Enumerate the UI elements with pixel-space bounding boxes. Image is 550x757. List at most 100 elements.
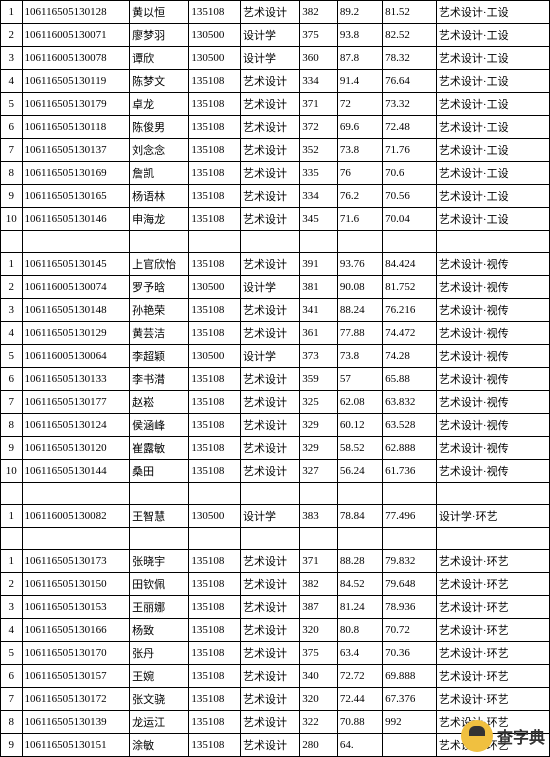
- cell: 78.84: [337, 505, 382, 528]
- cell: [241, 231, 300, 253]
- cell: 王丽娜: [130, 596, 189, 619]
- cell: 8: [1, 414, 23, 437]
- watermark-text: 查字典: [497, 724, 545, 748]
- table-row: 2106116005130074罗予晗130500设计学38190.0881.7…: [1, 276, 550, 299]
- cell: 艺术设计: [241, 1, 300, 24]
- cell: 陈梦文: [130, 70, 189, 93]
- cell: 375: [300, 642, 338, 665]
- cell: 81.52: [383, 1, 437, 24]
- table-row: 4106116505130166杨致135108艺术设计32080.870.72…: [1, 619, 550, 642]
- table-row: 1106116505130128黄以恒135108艺术设计38289.281.5…: [1, 1, 550, 24]
- table-row: 3106116505130153王丽娜135108艺术设计38781.2478.…: [1, 596, 550, 619]
- cell: 艺术设计: [241, 70, 300, 93]
- cell: 93.8: [337, 24, 382, 47]
- cell: 91.4: [337, 70, 382, 93]
- table-row: 9106116505130120崔露敏135108艺术设计32958.5262.…: [1, 437, 550, 460]
- cell: 龙运江: [130, 711, 189, 734]
- cell: 艺术设计·工设: [436, 139, 549, 162]
- cell: 106116505130172: [22, 688, 130, 711]
- cell: 76.64: [383, 70, 437, 93]
- table-row: 7106116505130137刘念念135108艺术设计35273.871.7…: [1, 139, 550, 162]
- cell: 320: [300, 688, 338, 711]
- cell: 72.44: [337, 688, 382, 711]
- cell: 艺术设计: [241, 116, 300, 139]
- cell: 3: [1, 596, 23, 619]
- cell: 106116005130074: [22, 276, 130, 299]
- cell: 382: [300, 573, 338, 596]
- table-row: 1106116505130173张晓宇135108艺术设计37188.2879.…: [1, 550, 550, 573]
- cell: 9: [1, 437, 23, 460]
- cell: 135108: [189, 619, 241, 642]
- cell: 71.76: [383, 139, 437, 162]
- cell: 58.52: [337, 437, 382, 460]
- table-row: [1, 528, 550, 550]
- cell: 艺术设计·环艺: [436, 642, 549, 665]
- cell: 张丹: [130, 642, 189, 665]
- cell: [383, 528, 437, 550]
- table-row: 7106116505130172张文骁135108艺术设计32072.4467.…: [1, 688, 550, 711]
- cell: 申海龙: [130, 208, 189, 231]
- cell: 艺术设计·工设: [436, 24, 549, 47]
- cell: [22, 231, 130, 253]
- cell: 5: [1, 345, 23, 368]
- cell: 设计学: [241, 505, 300, 528]
- cell: 5: [1, 93, 23, 116]
- cell: 106116505130118: [22, 116, 130, 139]
- cell: 艺术设计: [241, 460, 300, 483]
- cell: 艺术设计·工设: [436, 1, 549, 24]
- cell: 135108: [189, 116, 241, 139]
- cell: 106116505130173: [22, 550, 130, 573]
- cell: 383: [300, 505, 338, 528]
- cell: 70.88: [337, 711, 382, 734]
- cell: 57: [337, 368, 382, 391]
- cell: 335: [300, 162, 338, 185]
- table-row: 8106116505130169詹凯135108艺术设计3357670.6艺术设…: [1, 162, 550, 185]
- cell: 艺术设计·环艺: [436, 573, 549, 596]
- cell: 80.8: [337, 619, 382, 642]
- cell: 4: [1, 322, 23, 345]
- cell: 艺术设计·环艺: [436, 688, 549, 711]
- cell: 设计学·环艺: [436, 505, 549, 528]
- cell: 71.6: [337, 208, 382, 231]
- cell: 艺术设计·视传: [436, 253, 549, 276]
- cell: 360: [300, 47, 338, 70]
- cell: 135108: [189, 322, 241, 345]
- cell: 杨致: [130, 619, 189, 642]
- cell: 孙艳荣: [130, 299, 189, 322]
- cell: [22, 483, 130, 505]
- cell: 8: [1, 162, 23, 185]
- cell: 7: [1, 391, 23, 414]
- cell: [189, 528, 241, 550]
- cell: 62.888: [383, 437, 437, 460]
- cell: 设计学: [241, 47, 300, 70]
- cell: 88.28: [337, 550, 382, 573]
- cell: 崔露敏: [130, 437, 189, 460]
- cell: 詹凯: [130, 162, 189, 185]
- cell: 67.376: [383, 688, 437, 711]
- cell: 135108: [189, 93, 241, 116]
- cell: 王智慧: [130, 505, 189, 528]
- cell: 63.528: [383, 414, 437, 437]
- cell: 艺术设计·视传: [436, 414, 549, 437]
- cell: 艺术设计: [241, 665, 300, 688]
- cell: 329: [300, 437, 338, 460]
- cell: 81.752: [383, 276, 437, 299]
- cell: [1, 483, 23, 505]
- cell: 352: [300, 139, 338, 162]
- cell: 372: [300, 116, 338, 139]
- cell: 373: [300, 345, 338, 368]
- cell: [383, 734, 437, 757]
- cell: [22, 528, 130, 550]
- table-row: 6106116505130133李书潸135108艺术设计3595765.88艺…: [1, 368, 550, 391]
- table-row: 3106116505130148孙艳荣135108艺术设计34188.2476.…: [1, 299, 550, 322]
- cell: [337, 231, 382, 253]
- cell: 设计学: [241, 276, 300, 299]
- cell: [300, 231, 338, 253]
- cell: [1, 231, 23, 253]
- cell: 涂敏: [130, 734, 189, 757]
- cell: 135108: [189, 414, 241, 437]
- cell: 62.08: [337, 391, 382, 414]
- cell: 艺术设计·视传: [436, 368, 549, 391]
- data-table: 1106116505130128黄以恒135108艺术设计38289.281.5…: [0, 0, 550, 757]
- cell: 135108: [189, 162, 241, 185]
